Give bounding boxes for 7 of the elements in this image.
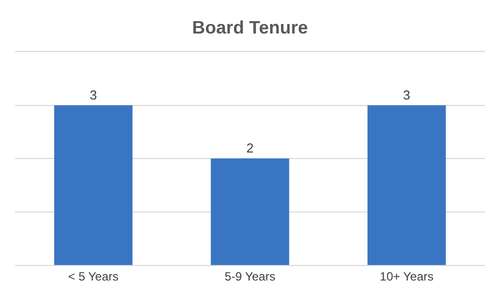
x-tick-label: < 5 Years	[68, 269, 119, 284]
chart-title: Board Tenure	[192, 17, 308, 38]
data-label: 2	[246, 140, 254, 156]
x-tick-label: 5-9 Years	[224, 269, 276, 284]
x-tick-label: 10+ Years	[380, 269, 434, 284]
data-label: 3	[90, 87, 97, 102]
data-label: 3	[403, 87, 410, 102]
